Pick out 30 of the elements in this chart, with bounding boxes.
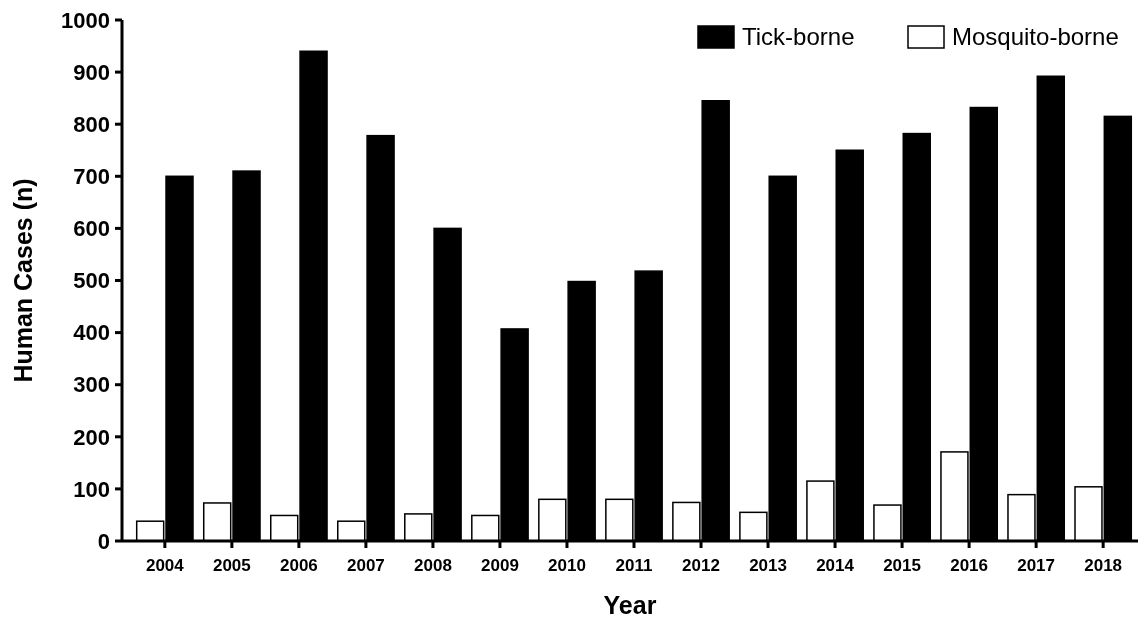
x-tick-label: 2010	[548, 556, 586, 575]
legend-label: Mosquito-borne	[952, 23, 1119, 51]
y-tick-label: 400	[73, 320, 110, 346]
y-tick-label: 700	[73, 164, 110, 189]
x-tick-label: 2014	[816, 556, 855, 575]
y-tick-label: 200	[73, 424, 110, 450]
y-tick-label: 300	[73, 372, 110, 398]
y-tick-label: 100	[73, 476, 110, 502]
x-axis-title: Year	[603, 591, 657, 619]
x-tick-label: 2005	[212, 556, 251, 575]
y-tick-label: 800	[73, 111, 110, 137]
x-tick-label: 2018	[1084, 556, 1123, 575]
x-tick-label: 2007	[347, 556, 385, 575]
legend-label: Tick-borne	[742, 23, 855, 51]
x-tick-label: 2016	[950, 556, 989, 575]
y-tick-label: 900	[73, 59, 110, 85]
x-tick-label: 2011	[615, 556, 653, 575]
x-tick-label: 2012	[682, 556, 720, 575]
x-tick-label: 2013	[749, 556, 787, 575]
x-tick-label: 2009	[481, 556, 519, 575]
x-tick-label: 2017	[1017, 556, 1056, 575]
x-tick-label: 2004	[145, 556, 185, 575]
y-axis-title: Human Cases (n)	[9, 178, 37, 383]
x-tick-label: 2008	[414, 556, 452, 575]
x-tick-label: 2015	[883, 556, 921, 575]
y-tick-label: 600	[73, 216, 110, 242]
y-tick-label: 0	[97, 528, 110, 554]
y-tick-label: 1000	[61, 7, 110, 33]
y-tick-label: 500	[73, 268, 110, 294]
x-tick-label: 2006	[279, 556, 318, 575]
